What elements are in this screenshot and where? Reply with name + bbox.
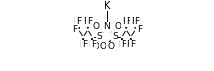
Text: F: F: [126, 40, 132, 49]
Text: F: F: [72, 25, 77, 34]
Text: F: F: [126, 17, 131, 26]
Text: F: F: [122, 17, 127, 26]
Text: F: F: [135, 17, 140, 26]
Text: F: F: [131, 17, 136, 26]
Text: F: F: [137, 25, 142, 34]
Text: F: F: [130, 40, 135, 49]
Text: N: N: [104, 23, 110, 31]
Text: F: F: [118, 40, 123, 49]
Text: F: F: [91, 40, 96, 49]
Text: O: O: [92, 23, 99, 31]
Text: S: S: [96, 32, 102, 41]
Text: S: S: [112, 32, 118, 41]
Text: F: F: [121, 40, 126, 49]
Text: O: O: [92, 42, 99, 51]
Text: F: F: [79, 40, 84, 49]
Text: F: F: [88, 40, 93, 49]
Text: F: F: [73, 17, 78, 26]
Text: O: O: [107, 42, 114, 51]
Text: F: F: [82, 40, 87, 49]
Text: O: O: [100, 42, 107, 51]
Text: F: F: [76, 17, 81, 26]
Text: F: F: [83, 17, 88, 26]
Text: O: O: [115, 23, 122, 31]
Text: F: F: [87, 17, 92, 26]
Text: K: K: [104, 1, 110, 11]
